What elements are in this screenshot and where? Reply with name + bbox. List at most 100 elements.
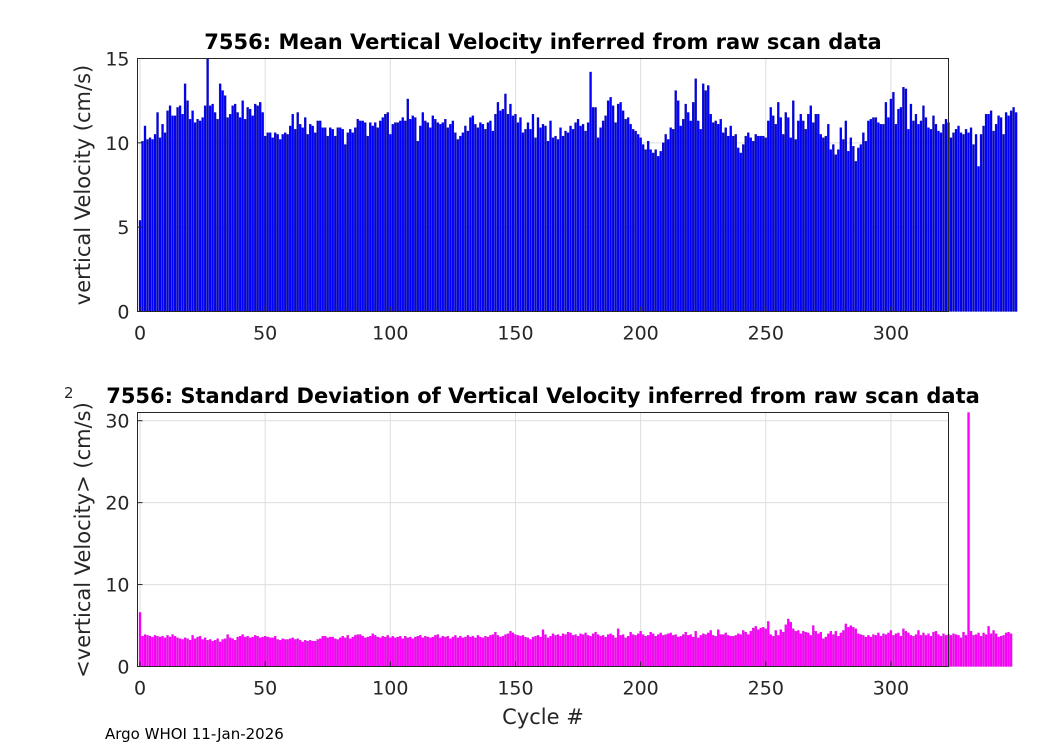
x-tick-label: 150: [497, 323, 533, 345]
bar: [143, 125, 147, 312]
bar: [351, 636, 354, 667]
bar: [879, 636, 883, 667]
bar: [211, 640, 214, 667]
bar: [859, 634, 863, 667]
bar: [559, 127, 562, 312]
bar: [822, 638, 825, 667]
bar: [611, 105, 615, 312]
bar: [496, 102, 500, 312]
bar: [396, 636, 399, 667]
bar: [734, 635, 737, 667]
bar: [414, 636, 417, 667]
bar: [894, 633, 898, 667]
bar: [957, 125, 960, 312]
y-tick-label: 0: [117, 657, 129, 679]
bar: [824, 135, 828, 312]
bars: [138, 58, 1018, 312]
bar: [942, 633, 945, 667]
bar: [241, 634, 244, 667]
bar: [429, 127, 432, 312]
bar: [419, 125, 422, 312]
bar: [409, 119, 412, 312]
bar: [331, 636, 334, 667]
bar: [449, 124, 452, 312]
bar: [869, 119, 873, 312]
bar: [168, 636, 172, 667]
bar: [606, 634, 610, 667]
bar: [694, 78, 697, 312]
bar: [379, 120, 382, 312]
bar: [276, 134, 279, 312]
bar: [524, 636, 527, 667]
bar: [789, 137, 792, 312]
bar: [832, 144, 835, 312]
bar: [656, 156, 660, 312]
bar: [614, 122, 617, 312]
bar: [959, 637, 963, 667]
bar: [396, 122, 399, 312]
bar: [651, 152, 655, 312]
bar: [987, 114, 990, 312]
bar: [752, 140, 755, 312]
bar: [732, 135, 735, 312]
bar: [574, 634, 577, 667]
bar: [261, 636, 264, 667]
bar: [151, 636, 154, 667]
bar: [416, 140, 419, 312]
bar: [466, 635, 470, 667]
y-exponent-label: 2: [64, 384, 74, 402]
bar: [909, 103, 913, 312]
bar: [218, 641, 222, 667]
bar: [887, 632, 890, 667]
bar: [431, 636, 435, 667]
bar: [802, 120, 805, 312]
bar: [201, 117, 204, 312]
bar: [892, 92, 895, 312]
bar: [516, 122, 520, 312]
bar: [969, 631, 973, 667]
bar: [466, 130, 470, 312]
bar: [253, 635, 257, 667]
bar: [346, 635, 349, 667]
bar: [789, 622, 792, 667]
bar: [797, 630, 800, 667]
bar: [877, 632, 880, 667]
bar: [269, 637, 272, 667]
bar: [379, 637, 382, 667]
bar: [712, 635, 715, 667]
bar: [564, 634, 567, 667]
bar: [892, 635, 895, 667]
bar: [669, 632, 672, 667]
bar: [449, 638, 452, 667]
bar: [243, 636, 247, 667]
bar: [752, 627, 755, 667]
bar: [196, 119, 199, 312]
bar: [554, 135, 557, 312]
bar: [757, 629, 760, 667]
bar: [489, 635, 492, 667]
bar: [404, 120, 407, 312]
bar: [479, 636, 482, 667]
bar: [974, 134, 978, 312]
y-tick-label: 20: [105, 493, 129, 515]
bar: [559, 636, 562, 667]
bar: [349, 129, 352, 312]
bar: [226, 117, 229, 312]
bar: [411, 115, 414, 312]
bar: [967, 412, 970, 667]
bar: [586, 635, 590, 667]
bar: [181, 639, 184, 667]
bar: [331, 129, 334, 312]
bar: [539, 636, 542, 667]
bar: [687, 635, 690, 667]
bar: [634, 635, 637, 667]
bar: [661, 142, 665, 312]
bar: [864, 636, 868, 667]
bar: [581, 634, 585, 667]
bar: [682, 119, 685, 312]
bar: [201, 639, 204, 667]
bar: [221, 639, 224, 667]
bar: [341, 129, 344, 312]
bar: [564, 130, 567, 312]
bar: [371, 125, 374, 312]
